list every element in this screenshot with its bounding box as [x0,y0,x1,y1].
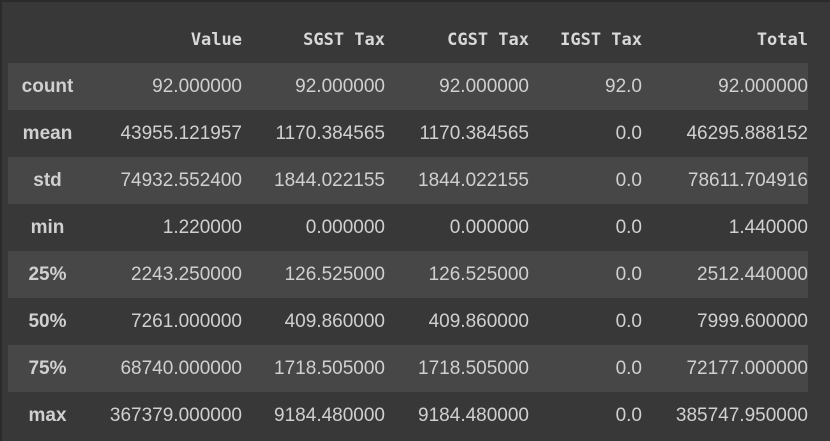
table-cell: 409.860000 [428,310,529,332]
table-cell: 1170.384565 [275,122,385,144]
table-cell: 1844.022155 [274,169,385,191]
table-cell: 1718.505000 [418,357,529,379]
table-cell: 72177.000000 [686,357,808,379]
table-cell: 74932.552400 [120,169,242,191]
table-cell: 0.0 [615,357,642,379]
table-cell: 1844.022155 [418,169,529,191]
index-header [8,16,87,63]
header-row: Value SGST Tax CGST Tax IGST Tax Total [8,16,808,63]
column-header-value: Value [190,29,242,50]
table-row-mean: mean 43955.121957 1170.384565 1170.38456… [8,110,808,157]
table-cell: 1.220000 [162,216,242,238]
row-label: count [21,75,74,97]
table-cell: 1.440000 [728,216,808,238]
table-cell: 9184.480000 [274,404,385,426]
table-cell: 7999.600000 [697,310,808,332]
column-header-cgst-tax: CGST Tax [447,29,529,50]
table-cell: 92.0 [605,75,642,97]
table-row-count: count 92.000000 92.000000 92.000000 92.0… [8,63,808,110]
table-cell: 0.0 [615,404,642,426]
table-cell: 68740.000000 [120,357,242,379]
column-header-sgst-tax: SGST Tax [303,29,385,50]
table-cell: 46295.888152 [686,122,808,144]
column-header-total: Total [756,29,808,50]
table-cell: 2512.440000 [697,263,808,285]
table-cell: 385747.950000 [675,404,808,426]
table-row-max: max 367379.000000 9184.480000 9184.48000… [8,392,808,439]
row-label: std [33,169,62,191]
table-cell: 1170.384565 [419,122,529,144]
column-header-igst-tax: IGST Tax [560,29,642,50]
table-cell: 92.000000 [295,75,385,97]
table-cell: 2243.250000 [131,263,242,285]
table-cell: 9184.480000 [418,404,529,426]
table-cell: 409.860000 [284,310,385,332]
describe-table: Value SGST Tax CGST Tax IGST Tax Total c… [8,16,808,439]
table-cell: 0.000000 [305,216,385,238]
table-row-75pct: 75% 68740.000000 1718.505000 1718.505000… [8,345,808,392]
table-cell: 1718.505000 [274,357,385,379]
table-cell: 367379.000000 [109,404,242,426]
table-cell: 0.0 [615,169,642,191]
table-cell: 126.525000 [428,263,529,285]
table-cell: 43955.121957 [120,122,242,144]
row-label: mean [22,122,73,144]
table-row-std: std 74932.552400 1844.022155 1844.022155… [8,157,808,204]
table-row-25pct: 25% 2243.250000 126.525000 126.525000 0.… [8,251,808,298]
row-label: 50% [28,310,67,332]
table-cell: 92.000000 [439,75,529,97]
table-cell: 0.0 [615,122,642,144]
row-label: max [28,404,67,426]
table-cell: 0.0 [615,263,642,285]
table-cell: 7261.000000 [131,310,242,332]
row-label: min [30,216,65,238]
table-cell: 0.0 [615,216,642,238]
table-cell: 78611.704916 [687,169,808,191]
table-cell: 126.525000 [284,263,385,285]
row-label: 25% [28,263,67,285]
table-cell: 92.000000 [152,75,242,97]
table-cell: 0.0 [615,310,642,332]
row-label: 75% [28,357,67,379]
table-row-min: min 1.220000 0.000000 0.000000 0.0 1.440… [8,204,808,251]
table-cell: 92.000000 [718,75,808,97]
table-row-50pct: 50% 7261.000000 409.860000 409.860000 0.… [8,298,808,345]
table-cell: 0.000000 [449,216,529,238]
